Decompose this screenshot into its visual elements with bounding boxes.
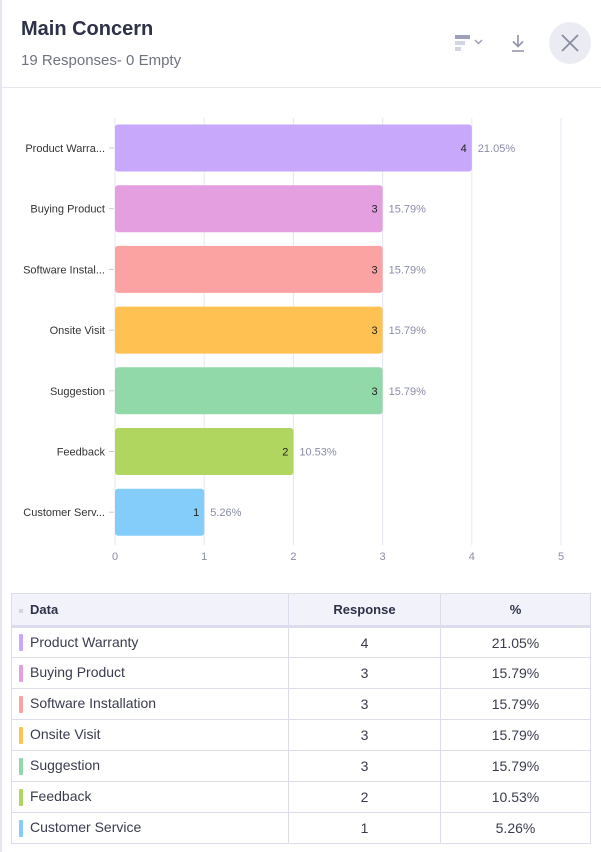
bar bbox=[115, 124, 472, 172]
x-tick-label: 1 bbox=[201, 551, 207, 563]
bar bbox=[115, 428, 294, 475]
row-label: Customer Service bbox=[30, 819, 142, 836]
category-label: Feedback bbox=[57, 447, 106, 459]
row-label: Feedback bbox=[30, 788, 92, 805]
row-label-cell: Software Installation bbox=[11, 688, 289, 720]
category-label: Suggestion bbox=[50, 386, 105, 398]
x-tick-label: 0 bbox=[112, 551, 118, 563]
bar-percent-label: 15.79% bbox=[389, 204, 427, 216]
color-swatch bbox=[19, 634, 23, 652]
bar-value-label: 1 bbox=[193, 507, 199, 519]
row-label-cell: Product Warranty bbox=[11, 626, 289, 658]
row-percent: 15.79% bbox=[440, 719, 591, 751]
x-tick-label: 4 bbox=[469, 551, 475, 563]
bar bbox=[115, 306, 383, 354]
header-swatch bbox=[19, 608, 23, 613]
bar-value-label: 2 bbox=[282, 447, 288, 459]
row-label-cell: Onsite Visit bbox=[11, 719, 289, 751]
row-response: 3 bbox=[288, 750, 441, 782]
bar-value-label: 3 bbox=[371, 264, 377, 276]
bar-percent-label: 15.79% bbox=[389, 264, 427, 276]
color-swatch bbox=[19, 664, 23, 682]
row-label-cell: Feedback bbox=[11, 781, 289, 813]
row-label: Software Installation bbox=[30, 695, 157, 712]
header-data-label: Data bbox=[30, 602, 59, 617]
close-button[interactable] bbox=[549, 22, 591, 64]
row-percent: 21.05% bbox=[440, 626, 591, 658]
bar bbox=[115, 367, 383, 415]
header-response: Response bbox=[288, 593, 441, 628]
x-tick-label: 3 bbox=[380, 551, 386, 563]
bar-chart: 0 1 2 3 4 5 Product Warra... 4 21.05% Buying Prod… bbox=[23, 118, 564, 563]
row-label: Suggestion bbox=[30, 757, 101, 774]
chevron-down-icon bbox=[474, 39, 483, 45]
header-data: Data bbox=[11, 593, 289, 628]
response-summary: 19 Responses- 0 Empty bbox=[21, 52, 182, 69]
x-tick-label: 5 bbox=[558, 551, 564, 563]
row-label-cell: Customer Service bbox=[11, 812, 289, 844]
left-edge bbox=[0, 0, 2, 852]
bar bbox=[115, 185, 383, 233]
row-response: 4 bbox=[288, 626, 441, 658]
row-response: 2 bbox=[288, 781, 441, 813]
download-icon bbox=[512, 35, 524, 52]
page-title: Main Concern bbox=[21, 18, 154, 40]
download-button[interactable] bbox=[509, 33, 527, 58]
row-percent: 10.53% bbox=[440, 781, 591, 813]
row-label-cell: Buying Product bbox=[11, 657, 289, 689]
bar-chart-icon bbox=[455, 35, 483, 51]
chart-type-button[interactable] bbox=[453, 34, 487, 57]
table-row: Customer Service 1 5.26% bbox=[11, 812, 591, 844]
row-percent: 15.79% bbox=[440, 750, 591, 782]
category-label: Onsite Visit bbox=[50, 325, 105, 337]
bar-value-label: 3 bbox=[371, 204, 377, 216]
row-label: Onsite Visit bbox=[30, 726, 101, 743]
row-response: 3 bbox=[288, 657, 441, 689]
category-label: Customer Serv... bbox=[23, 507, 105, 519]
header-percent: % bbox=[440, 593, 591, 628]
data-table: Data Response % Product Warranty 4 21.05… bbox=[11, 593, 591, 844]
table-header-row: Data Response % bbox=[11, 593, 591, 628]
table-row: Software Installation 3 15.79% bbox=[11, 688, 591, 720]
row-label: Buying Product bbox=[30, 664, 125, 681]
color-swatch bbox=[19, 695, 23, 713]
bar bbox=[115, 488, 205, 536]
header-divider bbox=[0, 87, 601, 88]
category-label: Software Instal... bbox=[23, 264, 105, 276]
category-label: Buying Product bbox=[30, 204, 105, 216]
table-row: Feedback 2 10.53% bbox=[11, 781, 591, 813]
bar-percent-label: 5.26% bbox=[210, 507, 241, 519]
color-swatch bbox=[19, 819, 23, 837]
row-label: Product Warranty bbox=[30, 633, 139, 650]
table-row: Onsite Visit 3 15.79% bbox=[11, 719, 591, 751]
bar-value-label: 3 bbox=[371, 386, 377, 398]
x-tick-label: 2 bbox=[290, 551, 296, 563]
row-response: 3 bbox=[288, 719, 441, 751]
row-percent: 15.79% bbox=[440, 657, 591, 689]
close-icon bbox=[561, 34, 579, 52]
color-swatch bbox=[19, 757, 23, 775]
table-row: Suggestion 3 15.79% bbox=[11, 750, 591, 782]
bar-percent-label: 21.05% bbox=[478, 143, 516, 155]
category-label: Product Warra... bbox=[25, 143, 105, 155]
bar-value-label: 4 bbox=[461, 143, 467, 155]
bar-percent-label: 10.53% bbox=[299, 447, 337, 459]
row-response: 1 bbox=[288, 812, 441, 844]
bar-percent-label: 15.79% bbox=[389, 325, 427, 337]
table-row: Buying Product 3 15.79% bbox=[11, 657, 591, 689]
row-response: 3 bbox=[288, 688, 441, 720]
row-percent: 5.26% bbox=[440, 812, 591, 844]
color-swatch bbox=[19, 788, 23, 806]
bar bbox=[115, 245, 383, 293]
row-percent: 15.79% bbox=[440, 688, 591, 720]
table-row: Product Warranty 4 21.05% bbox=[11, 626, 591, 658]
bar-percent-label: 15.79% bbox=[389, 386, 427, 398]
bar-value-label: 3 bbox=[371, 325, 377, 337]
row-label-cell: Suggestion bbox=[11, 750, 289, 782]
color-swatch bbox=[19, 726, 23, 744]
